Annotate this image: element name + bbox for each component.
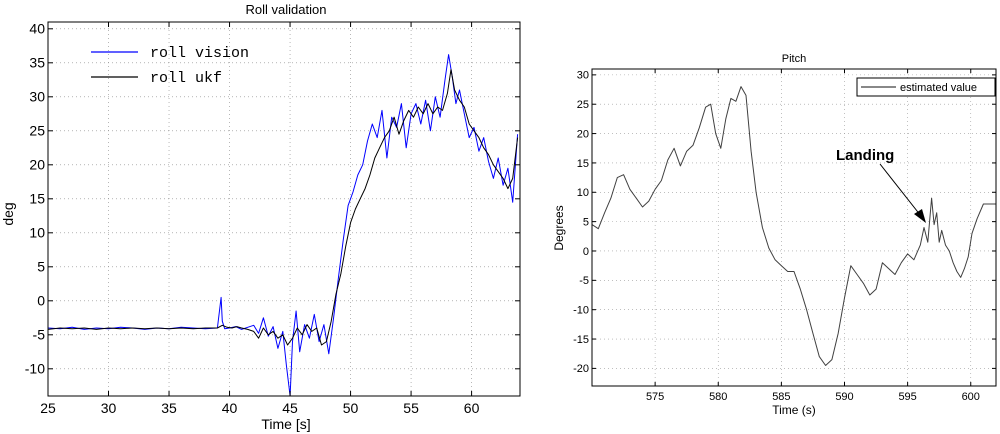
legend-label-estimated-value: estimated value [900,82,977,94]
legend-label-roll-ukf: roll ukf [150,70,222,87]
series-group [591,86,996,366]
y-tick-label: 25 [29,123,45,139]
x-tick-label: 45 [282,400,298,416]
series-line-roll-ukf [47,69,519,346]
y-tick-label: 35 [29,55,45,71]
x-axis-label: Time [s] [261,416,310,432]
landing-annotation: Landing [836,147,926,223]
y-tick-label: -5 [33,327,46,343]
series-group [47,54,519,397]
y-tick-label: 20 [29,157,45,173]
x-tick-label: 60 [464,400,480,416]
y-tick-label: 30 [29,89,45,105]
y-tick-label: 25 [577,99,589,111]
chart-title: Pitch [782,53,806,65]
x-tick-label: 50 [343,400,359,416]
series-line-estimated-value [591,86,996,366]
x-tick-label: 35 [161,400,177,416]
annotation-arrow-line [879,163,922,217]
y-tick-label: -10 [573,305,589,317]
y-tick-label: 15 [29,191,45,207]
y-tick-label: -15 [573,334,589,346]
chart-title: Roll validation [246,2,327,17]
x-tick-label: 30 [101,400,117,416]
annotation-arrowhead [914,209,926,223]
series-line-roll-vision [47,54,519,397]
x-tick-label: 55 [403,400,419,416]
x-tick-label: 600 [962,391,980,403]
roll-validation-chart: Roll validation 25 30 35 40 45 50 55 60 -10 -5 0 5 1… [0,2,521,432]
x-tick-label: 595 [898,391,916,403]
y-tick-label: 15 [577,158,589,170]
legend: estimated value [856,77,996,97]
y-tick-label: 30 [577,70,589,82]
x-tick-label: 25 [40,400,56,416]
grid [592,69,996,386]
y-tick-label: 0 [583,246,589,258]
x-tick-label: 575 [646,391,664,403]
y-tick-label: 10 [29,225,45,241]
plot-frame [47,21,521,397]
axis-ticks: 575 580 585 590 595 600 -20 -15 -10 -5 0 5 10 15 20 25 3… [573,69,996,403]
y-tick-label: 0 [37,293,45,309]
y-tick-label: -20 [573,363,589,375]
y-axis-label: Degrees [552,205,566,250]
legend: roll vision roll ukf [91,45,249,87]
y-tick-label: 5 [583,216,589,228]
y-tick-label: 5 [37,259,45,275]
legend-label-roll-vision: roll vision [150,45,249,62]
annotation-label: Landing [836,147,894,164]
legend-box [856,77,996,97]
x-axis-label: Time (s) [772,403,816,417]
y-tick-label: 10 [577,187,589,199]
pitch-chart: Pitch 575 580 585 590 595 600 -20 -15 -10 -5 0 5 10 1… [552,53,997,417]
y-tick-label: 40 [29,21,45,37]
y-tick-label: -5 [579,275,589,287]
x-tick-label: 590 [835,391,853,403]
y-tick-label: -10 [25,361,45,377]
y-axis-label: deg [0,202,16,225]
axis-ticks: 25 30 35 40 45 50 55 60 -10 -5 0 5 10 15 20 25 30 35 40 [25,21,520,416]
plot-frame [591,68,997,387]
y-tick-label: 20 [577,128,589,140]
x-tick-label: 580 [709,391,727,403]
x-tick-label: 585 [772,391,790,403]
grid [47,22,520,396]
x-tick-label: 40 [222,400,238,416]
